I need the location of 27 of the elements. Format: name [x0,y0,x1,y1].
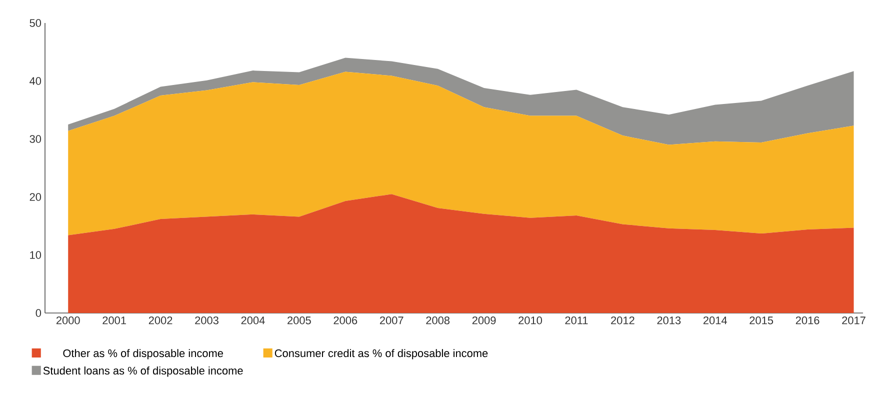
y-tick-label: 40 [30,77,42,85]
legend-label: Other as % of disposable income [63,349,223,360]
x-tick-label: 2013 [657,316,681,324]
x-tick-label: 2008 [426,316,450,324]
x-tick-label: 2005 [288,316,311,324]
x-tick-label: 2014 [703,316,727,324]
y-tick-label: 0 [36,309,42,317]
y-tick-label: 20 [30,193,42,201]
x-tick-label: 2003 [195,316,218,324]
x-tick-label: 2017 [842,316,866,324]
x-tick-label: 2001 [102,316,126,324]
legend-label: Student loans as % of disposable income [43,366,243,377]
x-tick-label: 2016 [796,316,820,324]
x-tick-label: 2007 [380,316,404,324]
x-tick-label: 2011 [565,316,588,324]
x-tick-label: 2010 [518,316,542,324]
y-tick-label: 50 [30,19,42,27]
y-tick-label: 30 [30,135,42,143]
x-tick-label: 2002 [148,316,172,324]
x-tick-label: 2012 [611,316,634,324]
x-tick-label: 2006 [334,316,358,324]
y-tick-label: 10 [30,251,42,259]
x-tick-label: 2000 [56,316,80,324]
x-tick-label: 2015 [750,316,774,324]
x-tick-label: 2004 [241,316,265,324]
x-tick-label: 2009 [472,316,496,324]
legend-label: Consumer credit as % of disposable income [274,349,488,360]
